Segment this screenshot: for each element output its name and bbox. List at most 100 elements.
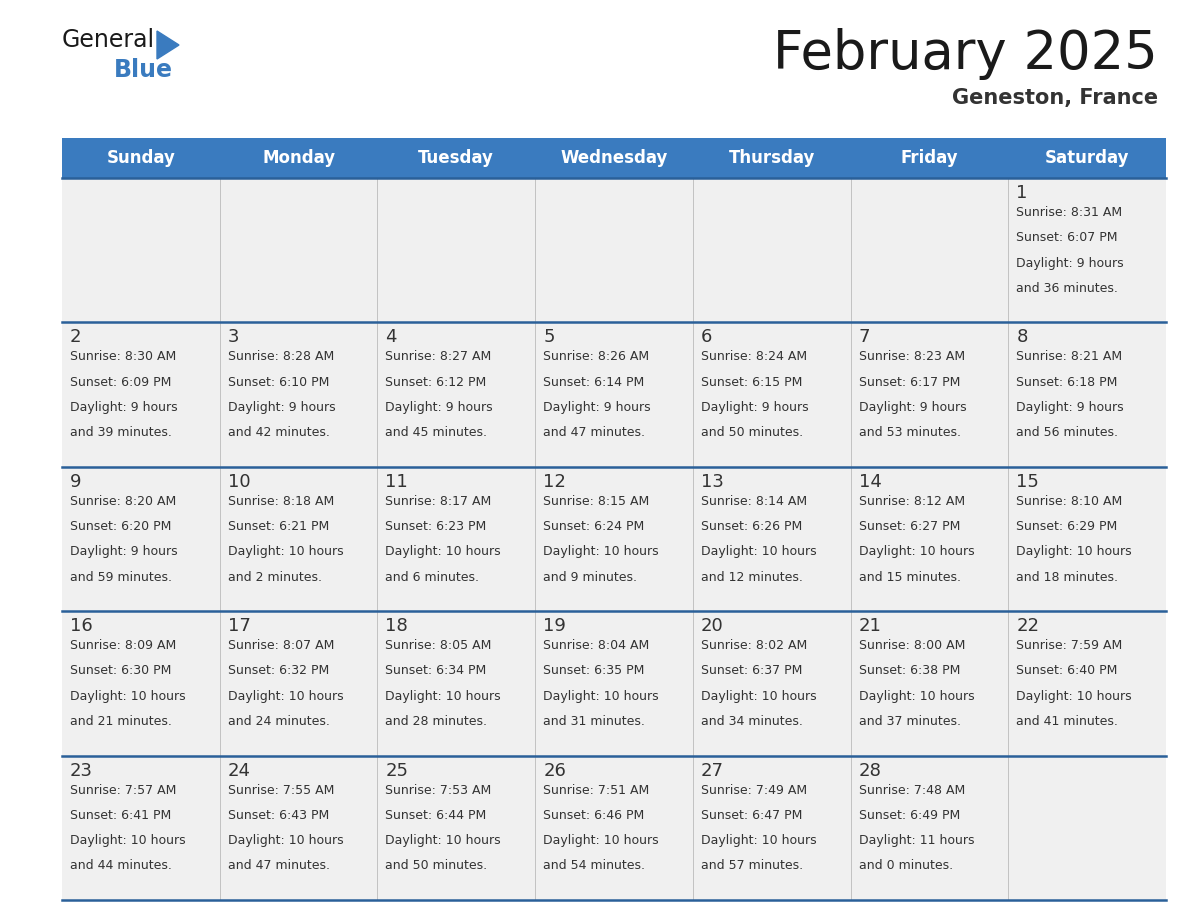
Text: Sunrise: 8:00 AM: Sunrise: 8:00 AM xyxy=(859,639,965,652)
Text: and 47 minutes.: and 47 minutes. xyxy=(228,859,330,872)
Text: Geneston, France: Geneston, France xyxy=(952,88,1158,108)
Text: Sunset: 6:30 PM: Sunset: 6:30 PM xyxy=(70,665,171,677)
Bar xyxy=(693,178,851,322)
Bar xyxy=(535,322,693,466)
Text: Sunset: 6:15 PM: Sunset: 6:15 PM xyxy=(701,375,802,388)
Text: Daylight: 10 hours: Daylight: 10 hours xyxy=(70,689,185,703)
Text: Sunrise: 8:26 AM: Sunrise: 8:26 AM xyxy=(543,351,650,364)
Text: Monday: Monday xyxy=(263,149,335,167)
Text: Sunrise: 8:30 AM: Sunrise: 8:30 AM xyxy=(70,351,176,364)
Text: and 6 minutes.: and 6 minutes. xyxy=(385,571,480,584)
Text: 7: 7 xyxy=(859,329,870,346)
Text: Sunset: 6:21 PM: Sunset: 6:21 PM xyxy=(228,521,329,533)
Text: Sunrise: 7:59 AM: Sunrise: 7:59 AM xyxy=(1016,639,1123,652)
Text: and 34 minutes.: and 34 minutes. xyxy=(701,715,803,728)
Text: Sunrise: 8:28 AM: Sunrise: 8:28 AM xyxy=(228,351,334,364)
Text: and 31 minutes.: and 31 minutes. xyxy=(543,715,645,728)
Text: 20: 20 xyxy=(701,617,723,635)
Text: Daylight: 10 hours: Daylight: 10 hours xyxy=(701,545,816,558)
Text: and 59 minutes.: and 59 minutes. xyxy=(70,571,172,584)
Text: Blue: Blue xyxy=(114,58,173,82)
Text: 8: 8 xyxy=(1016,329,1028,346)
Text: 11: 11 xyxy=(385,473,409,491)
Bar xyxy=(220,466,378,611)
Text: Daylight: 11 hours: Daylight: 11 hours xyxy=(859,834,974,847)
Bar xyxy=(851,756,1009,900)
Text: Sunset: 6:44 PM: Sunset: 6:44 PM xyxy=(385,809,487,822)
Text: 14: 14 xyxy=(859,473,881,491)
Text: and 18 minutes.: and 18 minutes. xyxy=(1016,571,1118,584)
Text: Sunrise: 8:04 AM: Sunrise: 8:04 AM xyxy=(543,639,650,652)
Text: Sunrise: 7:51 AM: Sunrise: 7:51 AM xyxy=(543,784,650,797)
Bar xyxy=(535,138,693,178)
Text: Daylight: 9 hours: Daylight: 9 hours xyxy=(1016,401,1124,414)
Text: 5: 5 xyxy=(543,329,555,346)
Text: Daylight: 9 hours: Daylight: 9 hours xyxy=(543,401,651,414)
Text: Sunset: 6:09 PM: Sunset: 6:09 PM xyxy=(70,375,171,388)
Text: 17: 17 xyxy=(228,617,251,635)
Text: Daylight: 10 hours: Daylight: 10 hours xyxy=(385,689,501,703)
Text: and 9 minutes.: and 9 minutes. xyxy=(543,571,637,584)
Bar xyxy=(378,322,535,466)
Text: Sunset: 6:41 PM: Sunset: 6:41 PM xyxy=(70,809,171,822)
Bar xyxy=(378,756,535,900)
Text: Daylight: 10 hours: Daylight: 10 hours xyxy=(70,834,185,847)
Text: Daylight: 9 hours: Daylight: 9 hours xyxy=(701,401,809,414)
Bar xyxy=(851,178,1009,322)
Text: and 47 minutes.: and 47 minutes. xyxy=(543,426,645,439)
Bar xyxy=(693,466,851,611)
Text: 4: 4 xyxy=(385,329,397,346)
Text: Sunrise: 8:23 AM: Sunrise: 8:23 AM xyxy=(859,351,965,364)
Bar xyxy=(851,611,1009,756)
Text: Daylight: 10 hours: Daylight: 10 hours xyxy=(543,545,659,558)
Text: 27: 27 xyxy=(701,762,723,779)
Text: 1: 1 xyxy=(1016,184,1028,202)
Bar xyxy=(1009,178,1165,322)
Text: 18: 18 xyxy=(385,617,409,635)
Text: February 2025: February 2025 xyxy=(773,28,1158,80)
Text: and 42 minutes.: and 42 minutes. xyxy=(228,426,329,439)
Text: Sunrise: 8:05 AM: Sunrise: 8:05 AM xyxy=(385,639,492,652)
Text: and 50 minutes.: and 50 minutes. xyxy=(701,426,803,439)
Text: 19: 19 xyxy=(543,617,565,635)
Text: 12: 12 xyxy=(543,473,565,491)
Text: 6: 6 xyxy=(701,329,713,346)
Bar xyxy=(220,322,378,466)
Bar xyxy=(1009,322,1165,466)
Bar xyxy=(535,466,693,611)
Text: Saturday: Saturday xyxy=(1045,149,1130,167)
Text: Sunrise: 8:31 AM: Sunrise: 8:31 AM xyxy=(1016,206,1123,219)
Bar xyxy=(693,611,851,756)
Text: Daylight: 10 hours: Daylight: 10 hours xyxy=(701,834,816,847)
Text: Sunset: 6:26 PM: Sunset: 6:26 PM xyxy=(701,521,802,533)
Text: Daylight: 9 hours: Daylight: 9 hours xyxy=(859,401,966,414)
Text: Daylight: 10 hours: Daylight: 10 hours xyxy=(1016,689,1132,703)
Text: Sunset: 6:47 PM: Sunset: 6:47 PM xyxy=(701,809,802,822)
Text: Sunset: 6:27 PM: Sunset: 6:27 PM xyxy=(859,521,960,533)
Text: Daylight: 10 hours: Daylight: 10 hours xyxy=(859,545,974,558)
Bar xyxy=(62,611,220,756)
Text: Sunrise: 8:12 AM: Sunrise: 8:12 AM xyxy=(859,495,965,508)
Text: and 50 minutes.: and 50 minutes. xyxy=(385,859,487,872)
Text: 15: 15 xyxy=(1016,473,1040,491)
Text: Daylight: 10 hours: Daylight: 10 hours xyxy=(228,834,343,847)
Text: Daylight: 10 hours: Daylight: 10 hours xyxy=(701,689,816,703)
Text: Sunrise: 7:55 AM: Sunrise: 7:55 AM xyxy=(228,784,334,797)
Text: Sunset: 6:49 PM: Sunset: 6:49 PM xyxy=(859,809,960,822)
Text: 9: 9 xyxy=(70,473,82,491)
Bar xyxy=(1009,466,1165,611)
Text: and 41 minutes.: and 41 minutes. xyxy=(1016,715,1118,728)
Text: Sunrise: 7:57 AM: Sunrise: 7:57 AM xyxy=(70,784,176,797)
Bar xyxy=(693,322,851,466)
Text: 28: 28 xyxy=(859,762,881,779)
Text: and 28 minutes.: and 28 minutes. xyxy=(385,715,487,728)
Text: and 44 minutes.: and 44 minutes. xyxy=(70,859,172,872)
Text: Sunrise: 8:17 AM: Sunrise: 8:17 AM xyxy=(385,495,492,508)
Text: Sunrise: 8:20 AM: Sunrise: 8:20 AM xyxy=(70,495,176,508)
Text: 25: 25 xyxy=(385,762,409,779)
Text: Sunset: 6:23 PM: Sunset: 6:23 PM xyxy=(385,521,487,533)
Text: Sunset: 6:40 PM: Sunset: 6:40 PM xyxy=(1016,665,1118,677)
Bar xyxy=(1009,138,1165,178)
Bar xyxy=(220,756,378,900)
Text: and 57 minutes.: and 57 minutes. xyxy=(701,859,803,872)
